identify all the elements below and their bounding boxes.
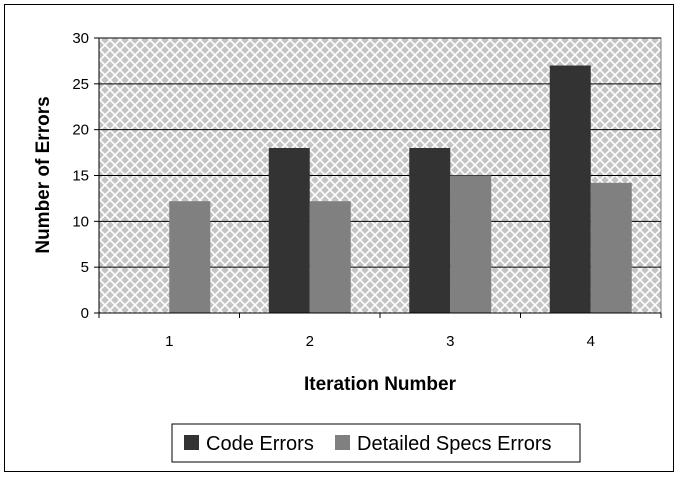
legend-box [171, 423, 581, 463]
y-axis-title: Number of Errors [33, 96, 54, 253]
legend-swatch-code-errors [184, 435, 199, 450]
bar-code-errors-4 [549, 65, 591, 313]
y-tick-label-5: 5 [81, 259, 89, 276]
x-tick-label-2: 2 [306, 333, 314, 350]
y-tick-label-30: 30 [72, 30, 89, 47]
bar-code-errors-2 [268, 148, 310, 313]
bar-detailed-specs-errors-4 [590, 182, 632, 313]
y-tick-label-20: 20 [72, 122, 89, 139]
y-tick-label-10: 10 [72, 213, 89, 230]
y-tick-label-0: 0 [81, 305, 89, 322]
bar-code-errors-3 [409, 148, 451, 313]
bar-detailed-specs-errors-2 [309, 201, 351, 313]
bar-detailed-specs-errors-3 [450, 175, 492, 313]
y-tick-label-15: 15 [72, 168, 89, 185]
legend-swatch-detailed-specs-errors [335, 435, 350, 450]
x-tick-label-1: 1 [165, 333, 173, 350]
bar-detailed-specs-errors-1 [169, 201, 211, 313]
x-axis-title: Iteration Number [304, 374, 457, 395]
x-tick-label-3: 3 [446, 333, 454, 350]
x-tick-label-4: 4 [587, 333, 595, 350]
y-tick-label-25: 25 [72, 76, 89, 93]
axes [94, 37, 662, 318]
x-tick-labels: 1 2 3 4 [165, 333, 595, 350]
bars [169, 65, 632, 313]
y-tick-labels: 0 5 10 15 20 25 30 [72, 30, 89, 322]
legend: Code Errors Detailed Specs Errors [171, 423, 581, 463]
legend-label-detailed-specs-errors: Detailed Specs Errors [357, 433, 552, 455]
legend-label-code-errors: Code Errors [206, 433, 314, 455]
